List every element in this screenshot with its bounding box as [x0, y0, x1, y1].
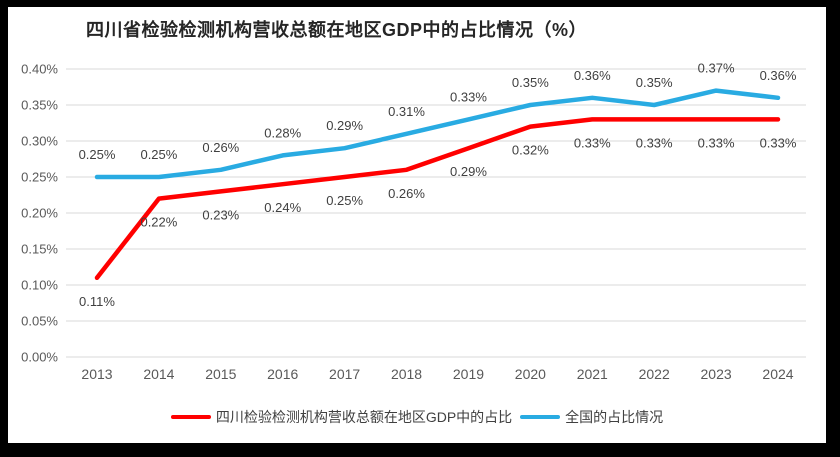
x-tick-label: 2021: [577, 366, 608, 382]
x-tick-label: 2015: [205, 366, 236, 382]
legend-item-national: 全国的占比情况: [520, 407, 663, 427]
x-tick-label: 2013: [81, 366, 112, 382]
y-tick-label: 0.30%: [21, 134, 58, 149]
x-tick-label: 2022: [639, 366, 670, 382]
legend-swatch-sichuan-line: [170, 415, 211, 419]
data-label: 0.35%: [636, 75, 673, 90]
y-tick-label: 0.40%: [21, 62, 58, 77]
data-label: 0.25%: [140, 147, 177, 162]
data-label: 0.25%: [326, 193, 363, 208]
x-tick-label: 2014: [143, 366, 174, 382]
data-label: 0.32%: [512, 143, 549, 158]
data-label: 0.36%: [574, 68, 611, 83]
y-tick-label: 0.15%: [21, 242, 58, 257]
y-tick-label: 0.25%: [21, 170, 58, 185]
series-line-0: [94, 117, 781, 281]
data-label: 0.37%: [698, 61, 735, 76]
data-label: 0.33%: [574, 135, 611, 150]
data-label: 0.36%: [760, 68, 797, 83]
data-label: 0.33%: [636, 135, 673, 150]
legend-label-national: 全国的占比情况: [565, 409, 664, 425]
x-tick-label: 2020: [515, 366, 546, 382]
chart-svg: 0.40% 0.35% 0.30% 0.25% 0.20% 0.15% 0.10% 0.05%…: [21, 61, 806, 382]
data-label: 0.29%: [450, 164, 487, 179]
x-tick-label: 2016: [267, 366, 298, 382]
data-label: 0.28%: [264, 125, 301, 140]
chart-title: 四川省检验检测机构营收总额在地区GDP中的占比情况（%）: [86, 20, 588, 40]
data-label: 0.33%: [760, 135, 797, 150]
legend-item-sichuan: 四川检验检测机构营收总额在地区GDP中的占比: [170, 407, 513, 427]
x-tick-label: 2024: [762, 366, 793, 382]
y-tick-label: 0.20%: [21, 206, 58, 221]
y-tick-label: 0.05%: [21, 314, 58, 329]
series-line-1: [94, 88, 781, 180]
data-label: 0.24%: [264, 200, 301, 215]
data-label: 0.25%: [79, 147, 116, 162]
x-tick-label: 2023: [701, 366, 732, 382]
data-label: 0.22%: [140, 215, 177, 230]
data-label: 0.11%: [79, 294, 115, 309]
legend-swatch-national-line: [520, 415, 561, 419]
data-label: 0.26%: [202, 140, 239, 155]
data-label: 0.31%: [388, 104, 425, 119]
data-label: 0.23%: [202, 207, 239, 222]
x-tick-label: 2019: [453, 366, 484, 382]
y-tick-label: 0.00%: [21, 350, 58, 365]
chart-legend: 四川检验检测机构营收总额在地区GDP中的占比 全国的占比情况: [8, 407, 826, 427]
legend-label-sichuan: 四川检验检测机构营收总额在地区GDP中的占比: [215, 409, 513, 425]
y-tick-label: 0.10%: [21, 278, 58, 293]
x-tick-label: 2018: [391, 366, 422, 382]
data-label: 0.26%: [388, 186, 425, 201]
data-label: 0.35%: [512, 75, 549, 90]
y-tick-label: 0.35%: [21, 98, 58, 113]
x-tick-label: 2017: [329, 366, 360, 382]
data-label: 0.29%: [326, 118, 363, 133]
data-label: 0.33%: [450, 89, 487, 104]
data-label: 0.33%: [698, 135, 735, 150]
chart-card: 四川省检验检测机构营收总额在地区GDP中的占比情况（%） 0.40% 0.35% 0…: [8, 7, 826, 443]
